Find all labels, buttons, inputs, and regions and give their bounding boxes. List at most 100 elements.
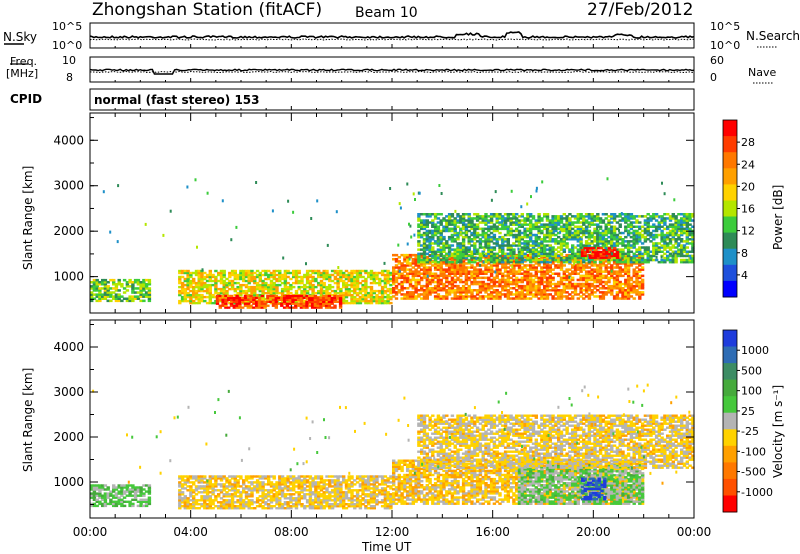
power-panel-cell bbox=[447, 256, 452, 259]
power-panel-cell bbox=[629, 221, 634, 224]
power-panel-cell bbox=[227, 298, 231, 301]
power-panel-cell bbox=[484, 213, 488, 216]
power-panel-cell bbox=[417, 213, 421, 216]
power-panel-cell bbox=[604, 238, 608, 241]
power-panel-cell bbox=[624, 253, 628, 257]
power-panel-cell bbox=[587, 293, 592, 296]
power-panel-cell bbox=[473, 227, 477, 231]
power-panel-cell bbox=[328, 273, 332, 277]
power-panel-cell bbox=[523, 219, 527, 222]
power-panel-cell bbox=[559, 295, 564, 298]
power-panel-cell bbox=[464, 262, 469, 265]
velocity-panel-cell bbox=[122, 500, 127, 503]
power-panel-cell bbox=[459, 215, 463, 218]
velocity-panel-cell bbox=[136, 500, 141, 503]
power-panel-cell bbox=[632, 246, 636, 249]
power-panel-cell bbox=[442, 227, 446, 231]
power-panel-cell bbox=[582, 282, 586, 286]
power-panel-cell bbox=[612, 238, 617, 241]
power-panel-cell bbox=[615, 282, 620, 286]
power-panel-cell bbox=[269, 283, 274, 287]
power-panel-cell bbox=[534, 284, 538, 288]
power-panel-cell bbox=[358, 295, 363, 299]
power-panel-cell bbox=[579, 246, 583, 249]
power-panel-cell bbox=[439, 235, 443, 239]
power-panel-cell bbox=[456, 233, 460, 237]
power-panel-cell bbox=[200, 271, 204, 275]
power-panel-cell bbox=[253, 271, 257, 275]
velocity-panel-cell bbox=[197, 487, 201, 490]
velocity-panel-cell bbox=[180, 479, 185, 482]
power-panel-cell bbox=[598, 238, 603, 241]
power-panel-cell bbox=[344, 275, 349, 279]
power-panel-scatter-cell bbox=[672, 252, 675, 256]
power-panel-cell bbox=[478, 280, 483, 284]
power-panel-cell bbox=[361, 275, 365, 279]
velocity-panel-cell bbox=[178, 493, 182, 496]
power-panel-cell bbox=[355, 287, 360, 291]
power-panel-cell bbox=[394, 278, 399, 282]
power-panel-cell bbox=[228, 273, 232, 277]
power-panel-cell bbox=[492, 256, 497, 260]
power-panel-cell bbox=[397, 262, 401, 265]
power-panel-cell bbox=[610, 238, 614, 241]
power-panel-cell bbox=[456, 291, 460, 294]
velocity-panel-cell bbox=[178, 501, 182, 504]
power-panel-cell bbox=[328, 279, 332, 283]
power-panel-scatter-cell bbox=[610, 269, 613, 273]
power-panel-cell bbox=[615, 252, 620, 256]
velocity-panel-cell bbox=[95, 494, 99, 497]
power-panel-cell bbox=[280, 291, 285, 295]
power-panel-cell bbox=[417, 295, 421, 298]
power-panel-cell bbox=[618, 270, 622, 273]
power-panel-cell bbox=[453, 291, 457, 294]
power-panel-cell bbox=[691, 213, 695, 216]
power-panel-cell bbox=[208, 275, 212, 279]
velocity-panel-cell bbox=[92, 498, 97, 501]
power-panel-cell bbox=[484, 270, 488, 273]
power-panel-cell bbox=[178, 277, 182, 281]
power-panel-cell bbox=[640, 235, 645, 239]
power-panel-cell bbox=[211, 275, 215, 279]
velocity-panel-cell bbox=[112, 502, 116, 506]
power-panel-cell bbox=[147, 281, 152, 284]
power-panel-cell bbox=[447, 215, 452, 218]
power-panel-cell bbox=[610, 256, 614, 259]
power-panel-cell bbox=[526, 253, 530, 257]
power-panel-cell bbox=[274, 304, 278, 307]
power-panel-cell bbox=[280, 302, 284, 305]
power-panel-cell bbox=[526, 284, 530, 288]
power-panel-cell bbox=[422, 231, 427, 235]
power-panel-cell bbox=[671, 227, 675, 231]
power-panel-cell bbox=[562, 291, 566, 294]
power-panel-cell bbox=[436, 248, 441, 251]
power-panel-cell bbox=[526, 229, 530, 233]
power-panel-cell bbox=[584, 225, 589, 228]
power-panel-cell bbox=[495, 217, 499, 220]
power-panel-cell bbox=[534, 248, 538, 251]
power-panel-cell bbox=[531, 266, 536, 269]
power-panel-cell bbox=[537, 287, 541, 290]
velocity-panel-cell bbox=[147, 490, 152, 493]
power-panel-cell bbox=[674, 217, 678, 220]
power-panel-cell bbox=[588, 249, 593, 252]
velocity-panel-cell bbox=[125, 490, 130, 493]
power-panel-cell bbox=[573, 272, 578, 275]
power-panel-cell bbox=[269, 300, 273, 303]
velocity-panel-cell bbox=[194, 487, 199, 490]
power-panel-cell bbox=[375, 289, 379, 293]
velocity-panel-cell bbox=[186, 501, 190, 504]
power-panel-cell bbox=[333, 291, 338, 295]
power-panel-cell bbox=[590, 223, 594, 226]
power-panel-cell bbox=[459, 258, 463, 262]
power-panel-cell bbox=[417, 266, 421, 269]
power-panel-cell bbox=[386, 289, 390, 293]
power-panel-cell bbox=[565, 225, 569, 228]
power-panel-cell bbox=[347, 289, 351, 293]
power-panel-cell bbox=[677, 227, 681, 231]
power-panel-cell bbox=[433, 297, 438, 300]
power-panel-cell bbox=[280, 298, 284, 301]
power-panel-cell bbox=[475, 264, 480, 267]
power-panel-cell bbox=[286, 275, 290, 279]
power-panel-cell bbox=[453, 229, 457, 233]
